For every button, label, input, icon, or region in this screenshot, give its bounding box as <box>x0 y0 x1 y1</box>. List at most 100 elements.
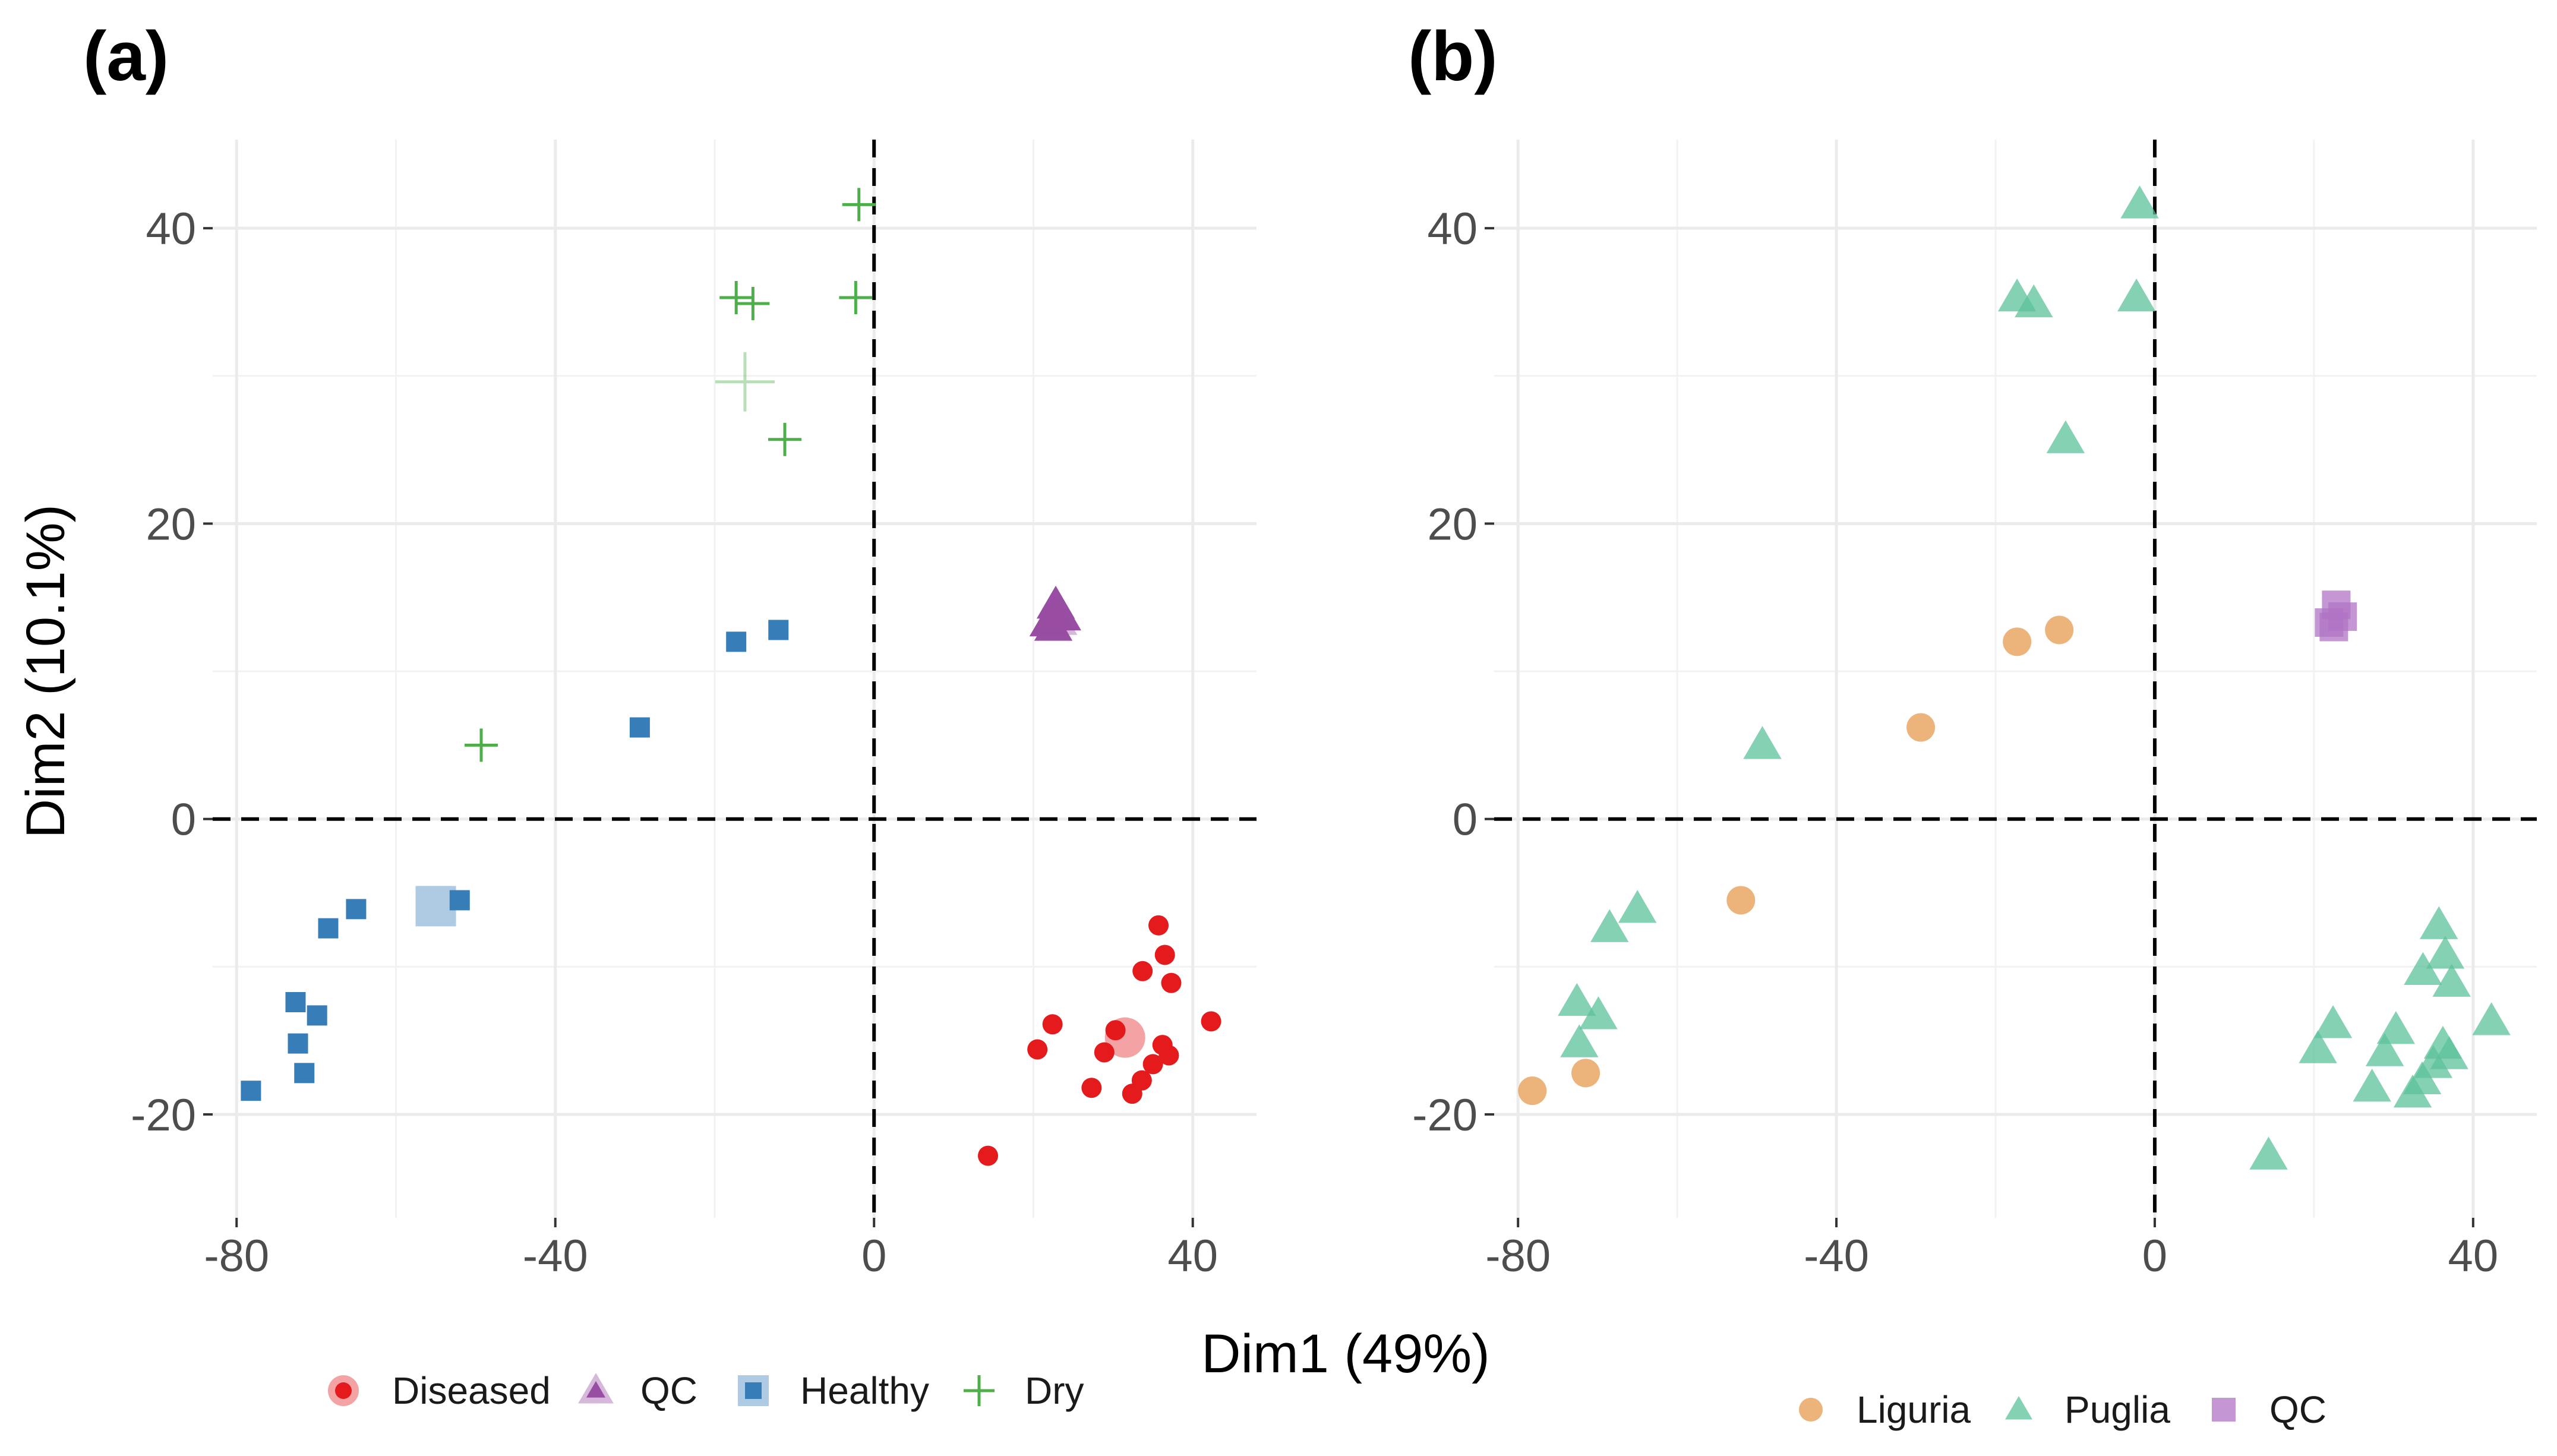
point-puglia <box>2120 185 2159 219</box>
legend-key-puglia <box>2005 1396 2032 1420</box>
y-tick-label: -20 <box>131 1090 196 1141</box>
point-puglia <box>1743 726 1782 759</box>
point-diseased <box>1081 1078 1102 1098</box>
point-diseased <box>1027 1039 1048 1060</box>
point-healthy <box>285 992 306 1012</box>
point-liguria <box>1906 713 1936 742</box>
legend-label-qc: QC <box>640 1369 697 1412</box>
x-axis-title: Dim1 (49%) <box>1201 1324 1490 1384</box>
x-tick-label: -80 <box>1485 1231 1551 1281</box>
legend-key-qc <box>586 1381 606 1398</box>
point-diseased <box>1042 1014 1063 1035</box>
point-healthy <box>318 918 339 939</box>
point-dry <box>736 286 770 320</box>
legend-key-diseased <box>335 1382 352 1399</box>
point-liguria <box>2045 615 2074 645</box>
point-puglia <box>2472 1002 2511 1035</box>
point-dry <box>464 728 498 762</box>
x-tick-label: -80 <box>204 1231 269 1281</box>
plot-panel-b: -80 -40 0 40 -20 0 20 40 <box>1412 140 2537 1281</box>
point-liguria <box>1726 886 1756 915</box>
point-puglia <box>2313 1005 2353 1038</box>
point-dry <box>839 281 873 315</box>
point-liguria <box>1571 1059 1601 1088</box>
point-puglia <box>1590 909 1629 942</box>
y-tick-label: 40 <box>146 204 196 254</box>
point-diseased <box>1201 1011 1221 1032</box>
legend-key-qc <box>2212 1398 2236 1422</box>
x-tick-label: 0 <box>861 1231 886 1281</box>
point-puglia <box>2432 964 2471 997</box>
legend-label-puglia: Puglia <box>2064 1388 2170 1431</box>
x-tick-label: -40 <box>523 1231 588 1281</box>
legend-key-dry <box>964 1375 995 1406</box>
legend-key-liguria <box>1799 1398 1823 1422</box>
point-liguria <box>1518 1076 1547 1106</box>
point-puglia <box>2249 1136 2288 1170</box>
point-diseased <box>1142 1054 1163 1075</box>
point-diseased <box>978 1145 999 1166</box>
point-puglia <box>2299 1030 2337 1063</box>
point-liguria <box>2003 627 2032 656</box>
centroid-dry <box>715 352 775 412</box>
centroid-qc <box>1031 595 1078 635</box>
point-diseased <box>1161 972 1182 993</box>
point-healthy <box>241 1081 261 1101</box>
x-tick-label: -40 <box>1804 1231 1869 1281</box>
point-healthy <box>307 1005 327 1026</box>
y-tick-label: 0 <box>171 795 196 845</box>
point-dry <box>842 188 876 222</box>
legend-label-diseased: Diseased <box>392 1369 551 1412</box>
point-healthy <box>294 1063 315 1084</box>
legend-key-healthy <box>745 1382 762 1399</box>
point-healthy <box>726 631 747 652</box>
point-healthy <box>449 890 470 911</box>
point-puglia <box>2117 278 2156 312</box>
point-healthy <box>346 899 367 920</box>
x-tick-label: 40 <box>1167 1231 1218 1281</box>
point-healthy <box>288 1033 308 1054</box>
y-tick-label: 40 <box>1427 204 1478 254</box>
point-puglia <box>2046 420 2085 453</box>
point-puglia <box>2404 952 2442 985</box>
point-healthy <box>629 717 650 738</box>
legend-label-qc: QC <box>2269 1388 2326 1431</box>
point-dry <box>768 422 801 456</box>
y-tick-label: 0 <box>1453 795 1478 845</box>
point-healthy <box>768 620 789 640</box>
point-diseased <box>1132 961 1153 981</box>
legend-label-liguria: Liguria <box>1857 1388 1971 1431</box>
point-puglia <box>2393 1074 2432 1108</box>
point-puglia <box>2420 906 2458 939</box>
centroid-diseased <box>1104 1017 1145 1058</box>
legend-label-dry: Dry <box>1025 1369 1084 1412</box>
panel-b-label: (b) <box>1408 17 1498 96</box>
point-qc <box>2319 612 2348 642</box>
x-tick-label: 40 <box>2448 1231 2499 1281</box>
plot-panel-a: -80 -40 0 40 -20 0 20 40 <box>131 140 1257 1281</box>
y-tick-label: 20 <box>146 499 196 549</box>
point-diseased <box>1094 1042 1115 1063</box>
point-puglia <box>2353 1069 2391 1102</box>
x-tick-label: 0 <box>2142 1231 2167 1281</box>
point-puglia <box>1558 983 1596 1016</box>
legend-label-healthy: Healthy <box>800 1369 929 1412</box>
point-puglia <box>2015 284 2053 318</box>
point-qc <box>1034 608 1073 641</box>
point-diseased <box>1148 915 1169 936</box>
point-puglia <box>1618 890 1657 923</box>
point-diseased <box>1154 945 1175 965</box>
centroid-healthy <box>415 886 456 927</box>
point-puglia <box>1560 1024 1599 1057</box>
point-diseased <box>1158 1045 1179 1066</box>
point-dry <box>719 281 753 315</box>
panel-a-label: (a) <box>83 17 169 96</box>
point-puglia <box>2365 1033 2404 1066</box>
point-diseased <box>1122 1084 1142 1104</box>
point-puglia <box>2426 936 2465 969</box>
point-puglia <box>1579 996 1618 1029</box>
y-tick-label: -20 <box>1412 1090 1478 1141</box>
y-tick-label: 20 <box>1427 499 1478 549</box>
point-puglia <box>2376 1011 2416 1044</box>
